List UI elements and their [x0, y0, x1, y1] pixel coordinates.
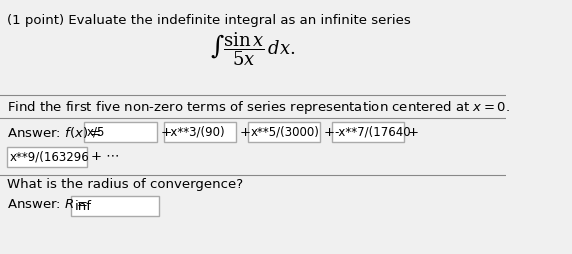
Text: +: + [408, 125, 419, 138]
Text: Answer: $R =$: Answer: $R =$ [7, 198, 88, 211]
Text: -x**7/(17640: -x**7/(17640 [335, 125, 411, 138]
Text: -x**3/(90): -x**3/(90) [166, 125, 225, 138]
FancyBboxPatch shape [7, 147, 87, 167]
Text: +: + [324, 125, 335, 138]
FancyBboxPatch shape [332, 122, 404, 142]
Text: Find the first five non-zero terms of series representation centered at $x = 0$.: Find the first five non-zero terms of se… [7, 99, 510, 116]
Text: What is the radius of convergence?: What is the radius of convergence? [7, 178, 243, 191]
Text: x**9/(163296: x**9/(163296 [10, 151, 89, 164]
FancyBboxPatch shape [84, 122, 157, 142]
FancyBboxPatch shape [71, 196, 159, 216]
FancyBboxPatch shape [164, 122, 236, 142]
FancyBboxPatch shape [248, 122, 320, 142]
Text: + ⋯: + ⋯ [91, 151, 120, 164]
Text: +: + [240, 125, 251, 138]
Text: x**5/(3000): x**5/(3000) [251, 125, 319, 138]
Text: (1 point) Evaluate the indefinite integral as an infinite series: (1 point) Evaluate the indefinite integr… [7, 14, 411, 27]
Text: inf: inf [74, 199, 92, 213]
Text: Answer: $f(x) =$: Answer: $f(x) =$ [7, 125, 102, 140]
Text: x/5: x/5 [87, 125, 105, 138]
Text: $\int \dfrac{\sin x}{5x}\, dx.$: $\int \dfrac{\sin x}{5x}\, dx.$ [210, 30, 296, 68]
Text: +: + [160, 125, 171, 138]
